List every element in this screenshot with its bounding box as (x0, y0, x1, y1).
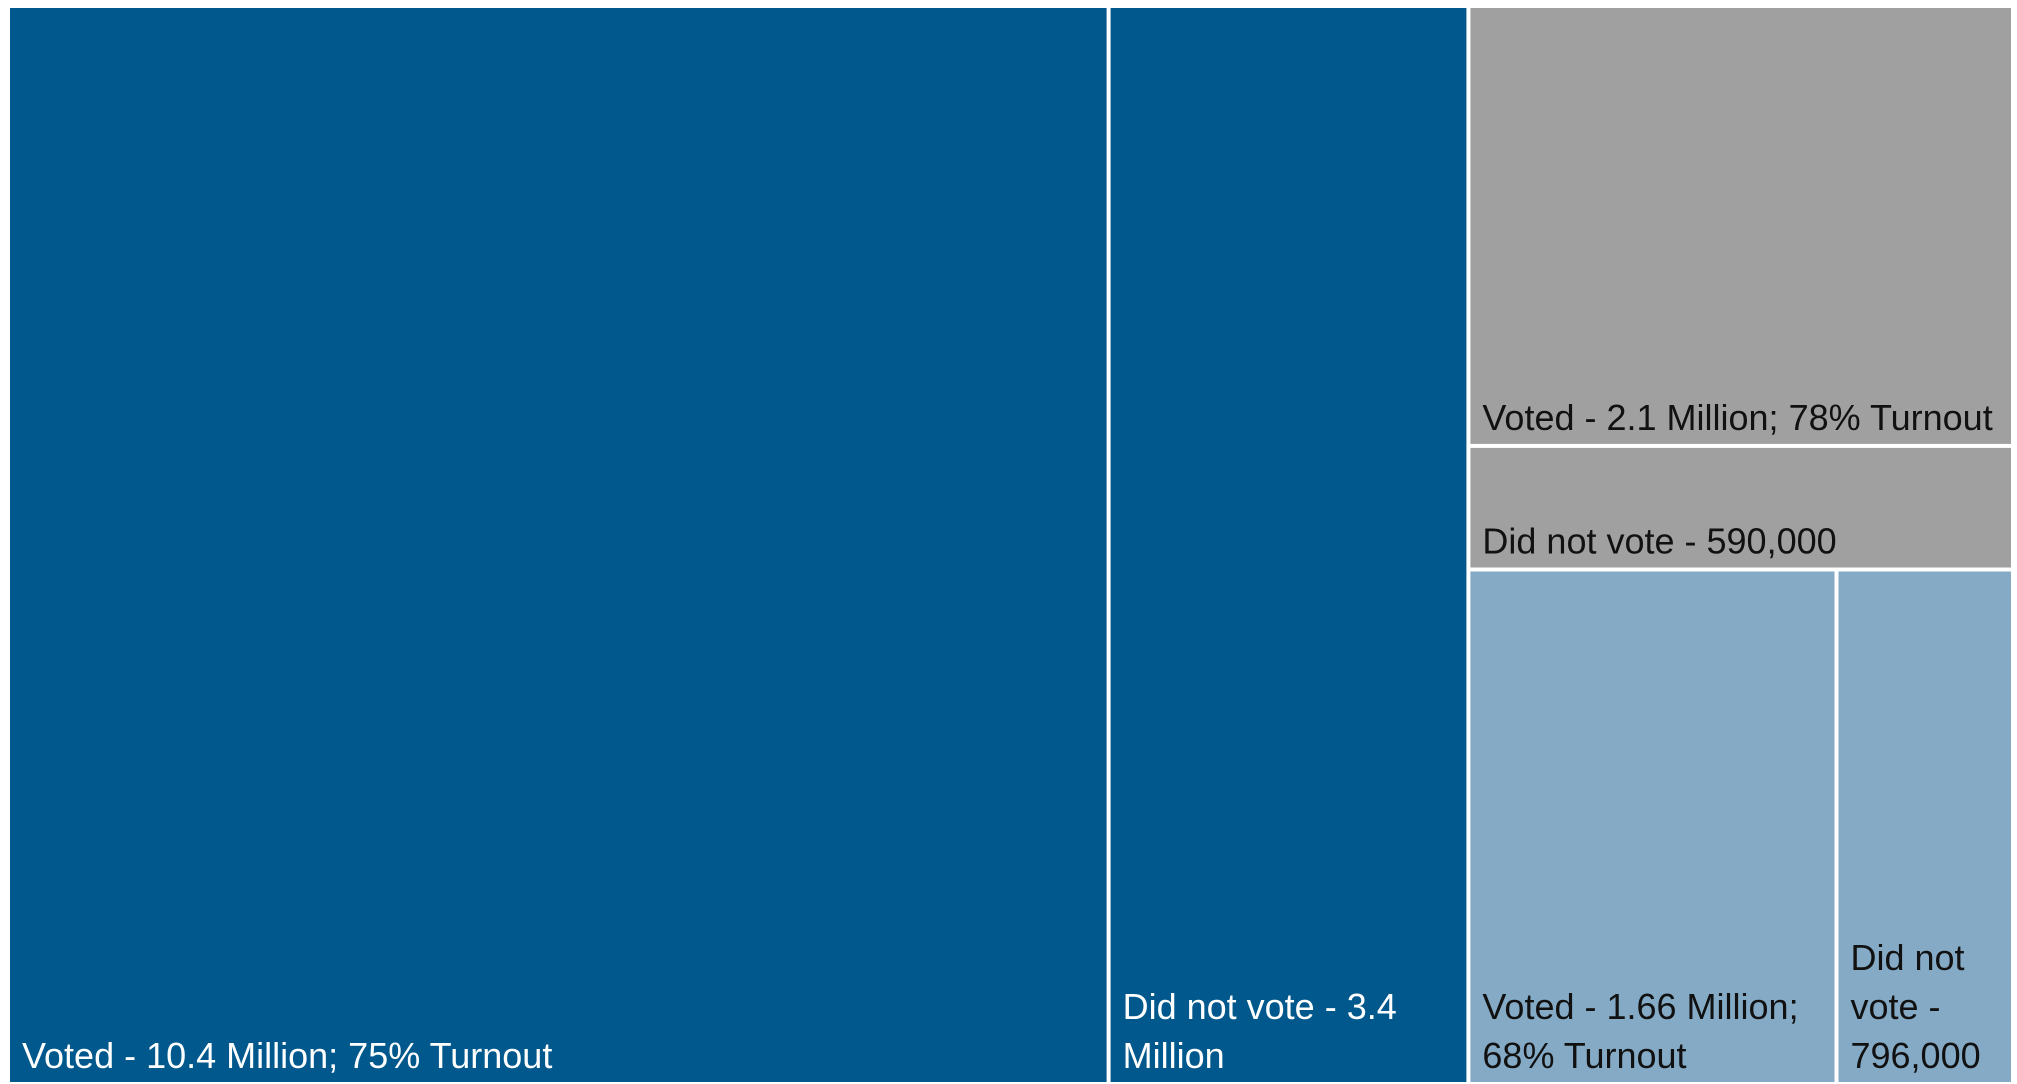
treemap-tile: Did not vote - 590,000 (1470, 447, 2011, 568)
treemap-rect (1470, 447, 2011, 568)
treemap-label: Voted - 2.1 Million; 78% Turnout (1482, 397, 1992, 438)
treemap-tile: Voted - 10.4 Million; 75% Turnout (10, 8, 1107, 1082)
treemap-label: Did not vote - 3.4 Million (1123, 986, 1397, 1076)
treemap-tile: Did not vote - 3.4 Million (1110, 8, 1467, 1082)
treemap-tile: Voted - 1.66 Million; 68% Turnout (1470, 571, 1835, 1082)
treemap-label: Voted - 1.66 Million; 68% Turnout (1482, 986, 1798, 1076)
treemap-label: Did not vote -796,000 (1850, 937, 1980, 1076)
treemap-tile: Did not vote -796,000 (1838, 571, 2011, 1082)
treemap-rect (1838, 571, 2011, 1082)
treemap-tile: Voted - 2.1 Million; 78% Turnout (1470, 8, 2011, 444)
treemap-rect (1470, 571, 1835, 1082)
treemap-rect (10, 8, 1107, 1082)
treemap-rect (1470, 8, 2011, 444)
treemap-label: Voted - 10.4 Million; 75% Turnout (22, 1035, 552, 1076)
treemap-label: Did not vote - 590,000 (1482, 521, 1836, 562)
treemap-rect (1110, 8, 1467, 1082)
